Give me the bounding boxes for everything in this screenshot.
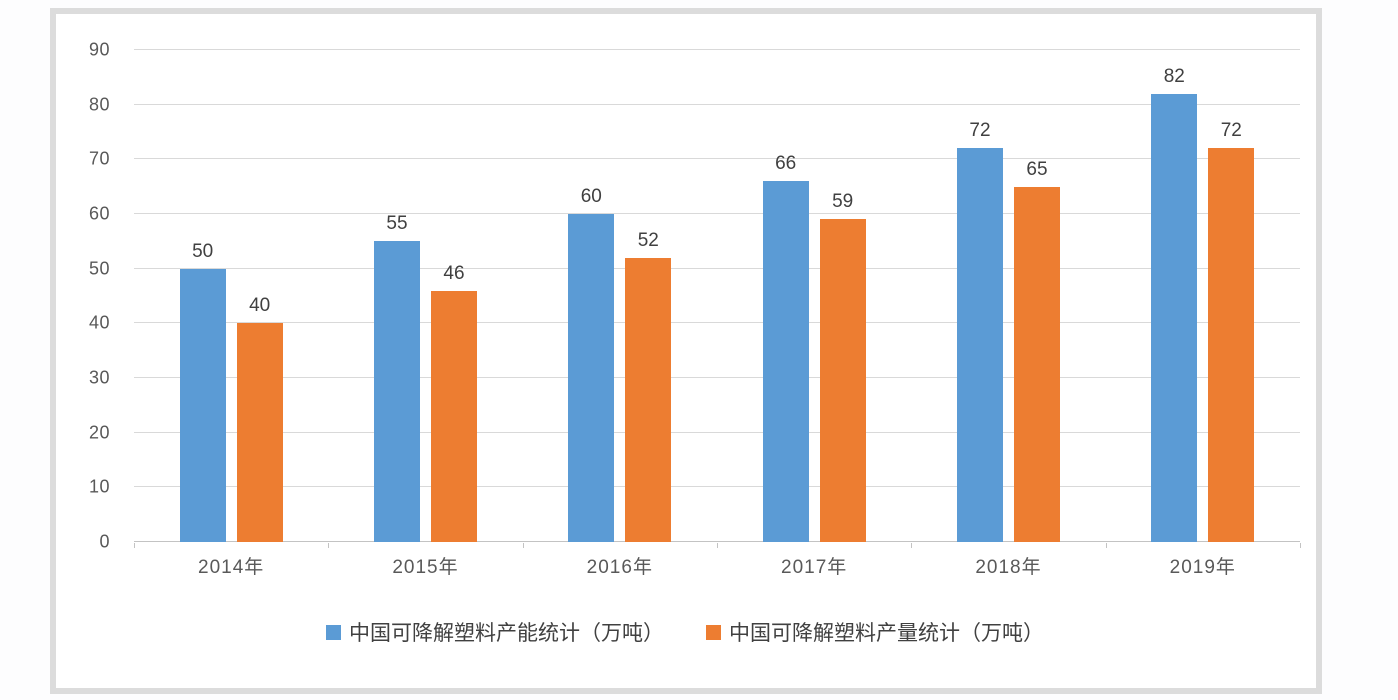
legend-item: 中国可降解塑料产量统计（万吨）: [706, 617, 1044, 647]
gridline: [134, 431, 1300, 433]
bar-series-1: 50: [179, 241, 226, 542]
bar-value-label: 50: [192, 240, 214, 262]
x-axis-label: 2016年: [586, 557, 653, 578]
x-axis-label: 2017年: [781, 557, 848, 578]
y-axis: 0 10 20 30 40 50 60 70 80 90: [70, 40, 134, 552]
bar-series-2: 65: [1013, 159, 1060, 542]
plot-area: 50 40 55 46 60 52 66 59 72 65 82 72: [134, 49, 1301, 548]
bar-series-1: 60: [568, 186, 615, 542]
bar-series-2: 52: [625, 230, 672, 542]
gridline: [134, 322, 1300, 324]
bar-series-2: 72: [1208, 120, 1255, 542]
x-axis-label: 2015年: [392, 557, 459, 578]
y-axis-tick-label: 50: [88, 258, 110, 279]
bar-value-label: 59: [832, 191, 854, 213]
bar-series-1: 72: [956, 120, 1003, 542]
bar-series-1: 55: [373, 213, 420, 542]
x-axis: 2014年 2015年 2016年 2017年 2018年 2019年: [70, 552, 1300, 579]
gridline: [134, 486, 1300, 488]
x-axis-tick: [328, 543, 330, 548]
gridline: [134, 158, 1300, 160]
legend-swatch: [706, 624, 721, 640]
bar-series-2: 46: [430, 263, 477, 542]
y-axis-tick-label: 30: [88, 367, 110, 388]
bar-group: 60 52: [523, 50, 717, 542]
y-axis-tick-label: 20: [88, 422, 110, 443]
legend-label: 中国可降解塑料产能统计（万吨）: [349, 622, 664, 645]
bar-value-label: 52: [637, 229, 659, 251]
y-axis-tick-label: 40: [88, 312, 110, 333]
bar-value-label: 65: [1026, 158, 1048, 180]
bars-layer: 50 40 55 46 60 52 66 59 72 65 82 72: [134, 50, 1300, 542]
bar-series-2: 59: [819, 191, 866, 542]
x-axis-tick: [522, 543, 524, 548]
legend-swatch: [326, 624, 341, 640]
bar-value-label: 60: [580, 186, 602, 207]
legend-label: 中国可降解塑料产量统计（万吨）: [729, 622, 1044, 645]
gridline: [134, 49, 1300, 50]
x-axis-labels: 2014年 2015年 2016年 2017年 2018年 2019年: [134, 552, 1300, 579]
x-axis-line: [134, 541, 1300, 542]
chart-frame: 0 10 20 30 40 50 60 70 80 90 50 40 55 46 60 52 66 59 72 65…: [50, 8, 1322, 694]
bar-group: 82 72: [1106, 50, 1300, 542]
x-axis-tick: [717, 543, 718, 548]
gridline: [134, 267, 1300, 269]
bar-group: 66 59: [717, 50, 911, 542]
chart-body: 0 10 20 30 40 50 60 70 80 90 50 40 55 46 60 52 66 59 72 65…: [70, 40, 1301, 552]
gridline: [134, 103, 1300, 105]
bar-series-2: 40: [236, 295, 283, 542]
bar-value-label: 40: [249, 295, 271, 317]
x-axis-spacer: [70, 552, 134, 579]
bar-value-label: 72: [1220, 120, 1242, 142]
bar-group: 55 46: [328, 50, 522, 542]
x-axis-label: 2019年: [1169, 557, 1236, 578]
bar-value-label: 82: [1163, 65, 1185, 87]
y-axis-tick-label: 70: [88, 148, 110, 169]
y-axis-tick-label: 10: [88, 476, 110, 497]
bar-value-label: 55: [386, 213, 408, 235]
bar-group: 72 65: [911, 50, 1105, 542]
x-axis-tick: [1105, 543, 1107, 548]
bar-value-label: 66: [775, 153, 797, 175]
legend: 中国可降解塑料产能统计（万吨） 中国可降解塑料产量统计（万吨）: [70, 617, 1300, 647]
x-axis-tick: [1300, 543, 1301, 548]
bar-value-label: 46: [443, 262, 465, 284]
x-axis-tick: [911, 543, 913, 548]
gridline: [134, 213, 1300, 214]
x-axis-tick: [134, 543, 135, 548]
y-axis-tick-label: 60: [88, 203, 110, 224]
bar-value-label: 72: [969, 120, 991, 142]
x-axis-label: 2018年: [975, 557, 1042, 578]
x-axis-label: 2014年: [198, 557, 265, 578]
y-axis-tick-label: 90: [88, 39, 110, 60]
y-axis-tick-label: 80: [88, 94, 110, 115]
y-axis-tick-label: 0: [99, 531, 110, 552]
gridline: [134, 377, 1300, 378]
bar-series-1: 66: [762, 153, 809, 542]
legend-item: 中国可降解塑料产能统计（万吨）: [326, 617, 664, 647]
bar-series-1: 82: [1151, 66, 1198, 542]
bar-group: 50 40: [134, 50, 328, 542]
